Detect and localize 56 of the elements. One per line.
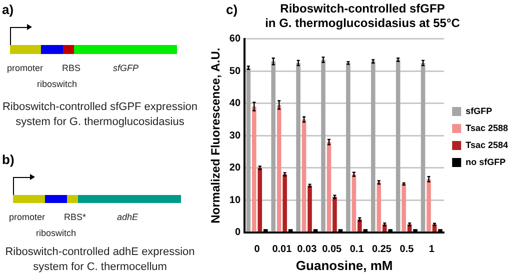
x-axis-title: Guanosine, mM xyxy=(296,258,393,273)
bar xyxy=(370,61,376,232)
y-tick-label: 40 xyxy=(229,98,241,110)
x-tick-label: 0.05 xyxy=(322,244,342,256)
y-tick-label: 30 xyxy=(229,130,241,142)
text: promoter xyxy=(9,212,46,222)
bar xyxy=(420,63,426,232)
bar xyxy=(396,60,400,232)
bar xyxy=(332,196,337,232)
x-tick-label: 0.03 xyxy=(297,244,318,256)
bar xyxy=(376,182,382,232)
bar xyxy=(358,219,362,232)
y-axis-title: Normalized Fluorescence, A.U. xyxy=(208,48,223,224)
legend-label: sfGFP xyxy=(466,106,492,116)
text: Riboswitch-controlled sfGPF expression system for G. thermoglucosidasius xyxy=(1,100,199,130)
x-tick-label: 0.5 xyxy=(400,244,414,256)
bar xyxy=(326,142,332,232)
bar xyxy=(258,168,262,232)
legend-label: Tsac 2588 xyxy=(466,122,508,133)
x-tick-label: 1 xyxy=(428,244,435,256)
bar xyxy=(302,119,306,232)
text: Riboswitch-controlled adhE expression system for C. thermocellum xyxy=(4,245,196,275)
x-tick-label: 0.25 xyxy=(372,244,392,256)
x-tick-label: 0.01 xyxy=(272,244,292,256)
bar xyxy=(252,106,256,232)
text: adhE xyxy=(117,212,138,222)
text: riboswitch xyxy=(37,79,78,89)
text: sfGFP xyxy=(113,63,139,73)
bar xyxy=(321,60,326,232)
bar xyxy=(426,179,431,232)
bar xyxy=(282,174,287,232)
legend-label: no sfGFP xyxy=(466,156,506,167)
text: b) xyxy=(2,152,14,167)
text: a) xyxy=(2,2,14,17)
bar xyxy=(246,68,251,232)
text: RBS xyxy=(62,63,81,73)
y-tick-label: 0 xyxy=(234,227,241,238)
x-tick-label: 0 xyxy=(254,244,260,256)
y-tick-label: 20 xyxy=(229,162,241,174)
x-tick-label: 0.1 xyxy=(350,244,364,256)
y-tick-label: 10 xyxy=(229,194,241,206)
y-tick-label: 60 xyxy=(229,34,241,45)
bar xyxy=(346,63,350,232)
text: promoter xyxy=(7,63,44,73)
bar xyxy=(276,104,282,232)
bar xyxy=(308,186,312,232)
bar xyxy=(296,63,300,232)
bar xyxy=(352,174,356,232)
text: RBS* xyxy=(64,212,86,222)
bar xyxy=(271,61,276,232)
chart-title: Riboswitch-controlled sfGFP in G. thermoglucosidasius at 55°C xyxy=(265,2,460,30)
legend-label: Tsac 2584 xyxy=(466,140,508,150)
text: riboswitch xyxy=(36,228,76,238)
bar xyxy=(402,184,406,232)
y-tick-label: 50 xyxy=(229,66,241,77)
text: c) xyxy=(226,2,238,17)
